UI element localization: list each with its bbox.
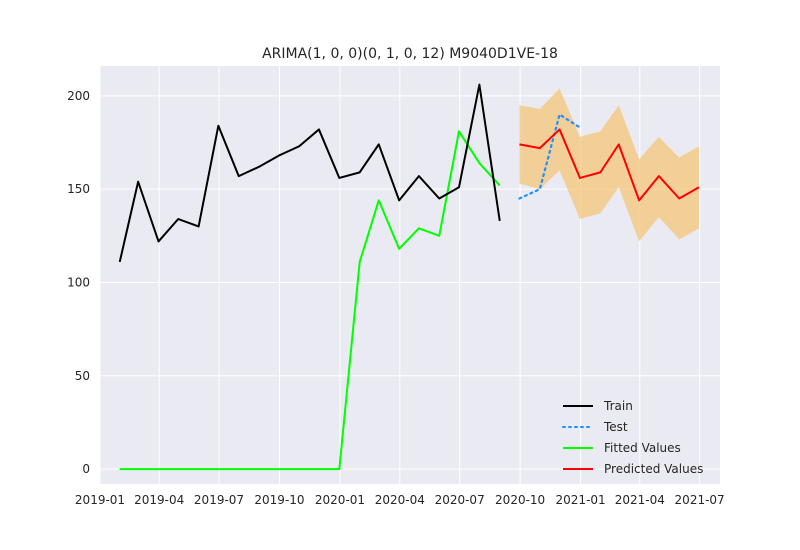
x-tick-label: 2019-01 [75, 493, 125, 507]
x-tick-label: 2019-04 [134, 493, 184, 507]
y-tick-label: 100 [67, 275, 90, 289]
confidence-band [519, 88, 699, 242]
y-tick-label: 50 [75, 369, 90, 383]
legend-label: Test [603, 420, 628, 434]
x-tick-label: 2019-07 [194, 493, 244, 507]
series-line-train [118, 83, 501, 263]
series-line-test [518, 113, 582, 200]
chart-title: ARIMA(1, 0, 0)(0, 1, 0, 12) M9040D1VE-18 [262, 46, 558, 62]
series-layer [118, 83, 700, 471]
confidence-band-layer [519, 88, 699, 242]
x-tick-label: 2021-07 [675, 493, 725, 507]
series-line-predicted-values [519, 128, 700, 202]
x-tick-label: 2021-01 [556, 493, 606, 507]
x-tick-label: 2020-07 [435, 493, 485, 507]
legend-label: Train [603, 399, 633, 413]
y-tick-label: 0 [82, 462, 90, 476]
y-tick-label: 200 [67, 89, 90, 103]
x-tick-label: 2020-04 [375, 493, 425, 507]
legend-label: Predicted Values [604, 462, 703, 476]
x-tick-label: 2019-10 [254, 493, 304, 507]
legend-label: Fitted Values [604, 441, 681, 455]
y-axis: 0 50 100 150 200 [67, 89, 90, 476]
x-tick-label: 2020-01 [315, 493, 365, 507]
series-line-fitted-values [119, 130, 501, 471]
x-axis: 2019-01 2019-04 2019-07 2019-10 2020-01 2020-… [75, 493, 725, 507]
grid [99, 66, 720, 484]
legend: Train Test Fitted Values Predicted Values [562, 399, 703, 476]
y-tick-label: 150 [67, 182, 90, 196]
x-tick-label: 2021-04 [615, 493, 665, 507]
x-tick-label: 2020-10 [495, 493, 545, 507]
